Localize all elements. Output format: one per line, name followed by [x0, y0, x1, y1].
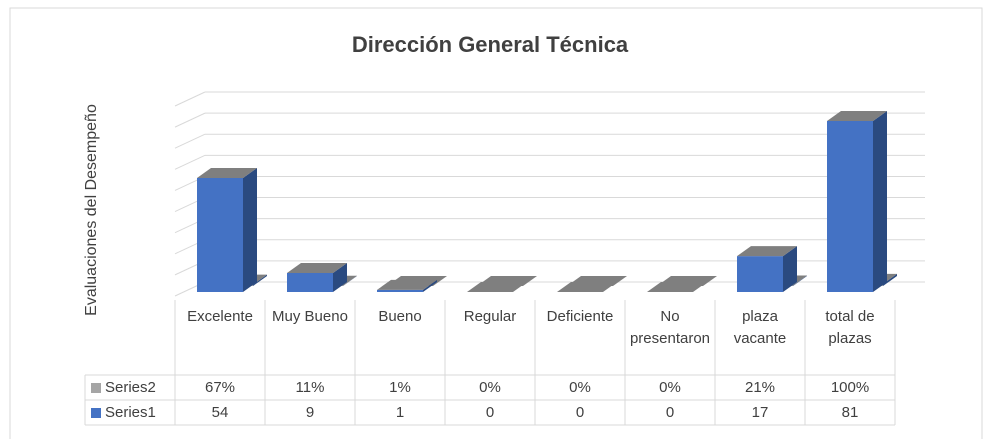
category-label: Regular: [463, 308, 517, 325]
bar-top: [827, 111, 887, 121]
grid-line: [174, 112, 206, 128]
bar-side: [343, 275, 357, 286]
legend-label: Series1: [105, 404, 156, 421]
category-label: Deficiente: [546, 308, 614, 325]
bar-front: [737, 256, 783, 292]
table-value: 0%: [479, 379, 501, 396]
bar-top: [197, 168, 257, 178]
table-value: 54: [212, 404, 229, 421]
category-label: plaza vacante: [733, 308, 787, 347]
bar: [377, 279, 437, 292]
bar-top: [287, 263, 347, 273]
grid-line: [174, 154, 206, 170]
legend-label: Series2: [105, 379, 156, 396]
bar-side: [873, 111, 887, 292]
table-value: 100%: [831, 379, 869, 396]
table-value: 9: [306, 404, 314, 421]
legend-key: [91, 408, 101, 418]
bar: [737, 246, 797, 292]
table-value: 1%: [389, 379, 411, 396]
bar-front: [827, 121, 873, 292]
bar-top: [377, 279, 437, 290]
bar-front: [377, 289, 423, 292]
grid-line: [174, 133, 206, 149]
table-value: 1: [396, 404, 404, 421]
bar-top: [647, 282, 707, 292]
grid-line: [174, 91, 206, 107]
table-value: 17: [752, 404, 769, 421]
bar: [647, 282, 707, 292]
bar-side: [423, 279, 437, 292]
y-axis-label: Evaluaciones del Desempeño: [83, 104, 100, 316]
bar: [467, 282, 527, 292]
table-value: 11%: [296, 379, 325, 396]
category-label: Muy Bueno: [272, 308, 348, 325]
table-value: 0: [486, 404, 494, 421]
table-value: 21%: [745, 379, 775, 396]
bar-front: [197, 178, 243, 292]
table-value: 67%: [205, 379, 235, 396]
bar-side: [253, 274, 267, 286]
bar-side: [333, 263, 347, 292]
bar-side: [433, 275, 447, 286]
bar: [287, 263, 347, 292]
table-value: 81: [842, 404, 859, 421]
chart-title: Dirección General Técnica: [352, 32, 629, 57]
bar-top: [467, 282, 527, 292]
bar-top: [557, 282, 617, 292]
bar-side: [883, 273, 897, 286]
bar-side: [793, 275, 807, 286]
category-label: No presentaron: [629, 308, 711, 347]
bar: [557, 282, 617, 292]
table-value: 0: [666, 404, 674, 421]
bar: [197, 168, 257, 292]
chart-border: [9, 7, 983, 439]
legend-key: [91, 383, 101, 393]
bar-side: [783, 246, 797, 292]
category-label: Bueno: [378, 308, 422, 325]
bar-side: [243, 168, 257, 292]
table-value: 0%: [569, 379, 591, 396]
table-value: 0%: [659, 379, 681, 396]
bar-front: [287, 273, 333, 292]
category-label: Excelente: [187, 308, 253, 325]
bar-top: [737, 246, 797, 257]
category-label: total de plazas: [825, 308, 875, 347]
bar: [827, 111, 887, 292]
table-value: 0: [576, 404, 584, 421]
